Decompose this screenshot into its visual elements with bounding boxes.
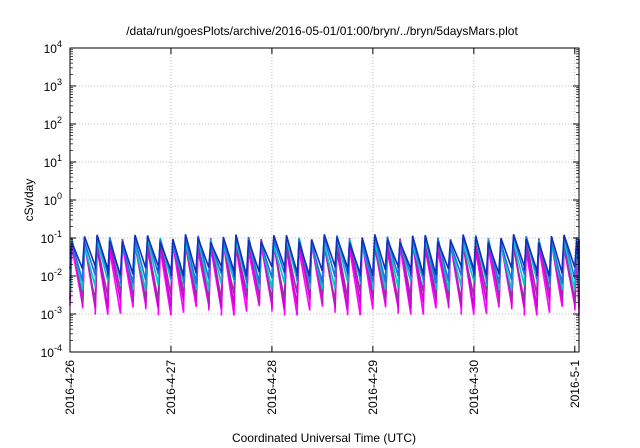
y-tick-label: 10-4 — [41, 343, 62, 360]
series-line — [69, 236, 580, 291]
y-tick-label: 104 — [44, 39, 62, 56]
x-tick-label: 2016-4-26 — [63, 360, 77, 415]
series-line — [69, 238, 580, 309]
y-axis-label: cSv/day — [22, 179, 36, 222]
x-tick-label: 2016-4-30 — [467, 360, 481, 415]
chart-title: /data/run/goesPlots/archive/2016-05-01/0… — [126, 24, 518, 38]
x-tick-label: 2016-4-29 — [366, 360, 380, 415]
series-line — [69, 234, 580, 277]
y-tick-label: 101 — [44, 153, 62, 170]
y-tick-label: 10-3 — [41, 305, 62, 322]
series-line — [69, 237, 580, 302]
y-tick-label: 10-2 — [41, 267, 62, 284]
y-axis: 10-4 10-3 10-2 10-1 100 101 102 103 104 — [41, 39, 579, 360]
x-axis-label: Coordinated Universal Time (UTC) — [232, 431, 416, 445]
y-tick-label: 10-1 — [41, 229, 62, 246]
series-line — [69, 234, 580, 284]
x-tick-label: 2016-4-28 — [265, 360, 279, 415]
plot-series — [69, 234, 580, 316]
x-tick-label: 2016-4-27 — [164, 360, 178, 415]
x-tick-label: 2016-5-1 — [568, 360, 582, 408]
y-tick-label: 103 — [44, 77, 62, 94]
grid-lines — [70, 48, 579, 352]
y-tick-label: 100 — [44, 191, 62, 208]
x-axis: 2016-4-26 2016-4-27 2016-4-28 2016-4-29 2016… — [63, 48, 582, 415]
y-tick-label: 102 — [44, 115, 62, 132]
